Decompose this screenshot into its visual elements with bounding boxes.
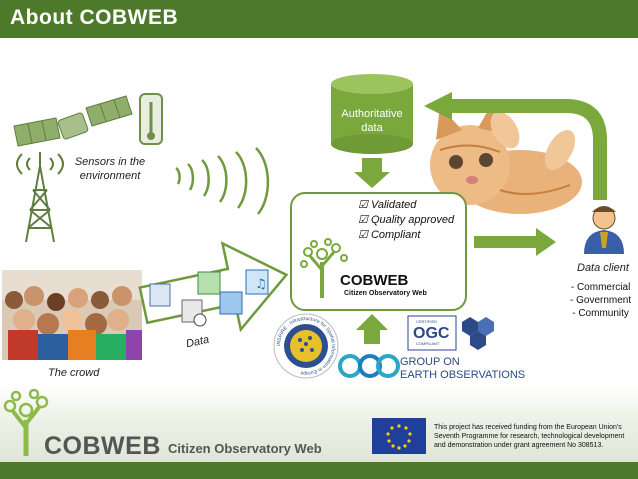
crowd-label: The crowd xyxy=(48,367,100,379)
cobweb-footer-tree-logo xyxy=(3,388,49,456)
check-compliant: ☑ Compliant xyxy=(358,229,421,241)
map-icon xyxy=(197,271,221,295)
sensors-label: Sensors in the environment xyxy=(74,156,146,182)
music-file-icon xyxy=(245,269,269,295)
data-client-label: Data client xyxy=(577,262,629,274)
geo-label: GROUP ON EARTH OBSERVATIONS xyxy=(400,356,526,381)
check-quality-approved: ☑ Quality approved xyxy=(358,214,455,226)
data-client-icon xyxy=(584,206,624,254)
up-arrow xyxy=(356,314,388,344)
down-arrow xyxy=(354,158,390,188)
ogc-logo xyxy=(407,315,494,351)
checkbox-checked-icon: ☑ xyxy=(358,229,368,241)
footer-logo-subtitle: Citizen Observatory Web xyxy=(168,441,322,456)
signal-waves-icon xyxy=(175,147,270,215)
header-bar xyxy=(0,0,638,38)
hub-logo-title: COBWEB xyxy=(340,272,409,289)
feedback-arrow-head xyxy=(424,92,452,120)
cobweb-tree-logo xyxy=(300,238,348,298)
footer-logo-title: COBWEB xyxy=(44,432,161,460)
geo-logo xyxy=(338,354,400,378)
document-icon xyxy=(149,283,171,307)
hub-logo-subtitle: Citizen Observatory Web xyxy=(344,290,427,297)
cobweb-hub xyxy=(290,192,467,311)
feedback-arrow xyxy=(452,99,607,200)
checkbox-checked-icon: ☑ xyxy=(358,214,368,226)
footer-band xyxy=(0,386,638,462)
eu-funding-notice: This project has received funding from t… xyxy=(434,424,625,449)
data-arrow: ♫ xyxy=(138,241,289,333)
right-arrow xyxy=(474,228,556,256)
thermometer-icon xyxy=(139,93,163,145)
quality-checklist: ☑ Validated ☑ Quality approved ☑ Complia… xyxy=(358,198,454,243)
database-icon xyxy=(331,74,413,154)
inspire-logo xyxy=(273,313,339,379)
ogc-compliant-text: COMPLIANT xyxy=(416,341,440,346)
footer-bar xyxy=(0,462,638,479)
ogc-title: OGC xyxy=(413,325,450,342)
satellite-icon xyxy=(13,95,133,147)
crowd-photo xyxy=(2,270,142,360)
radio-tower-icon xyxy=(16,152,64,243)
eu-flag-icon xyxy=(372,418,426,454)
svg-text:♫: ♫ xyxy=(255,277,267,292)
checkbox-checked-icon: ☑ xyxy=(358,199,368,211)
check-validated: ☑ Validated xyxy=(358,199,417,211)
database-label: Authoritative data xyxy=(341,108,403,134)
page-title: About COBWEB xyxy=(10,6,179,29)
client-type-list: - Commercial - Government - Community xyxy=(570,282,632,319)
ogc-certified-text: CERTIFIED xyxy=(416,319,438,324)
image-file-icon xyxy=(219,291,243,315)
